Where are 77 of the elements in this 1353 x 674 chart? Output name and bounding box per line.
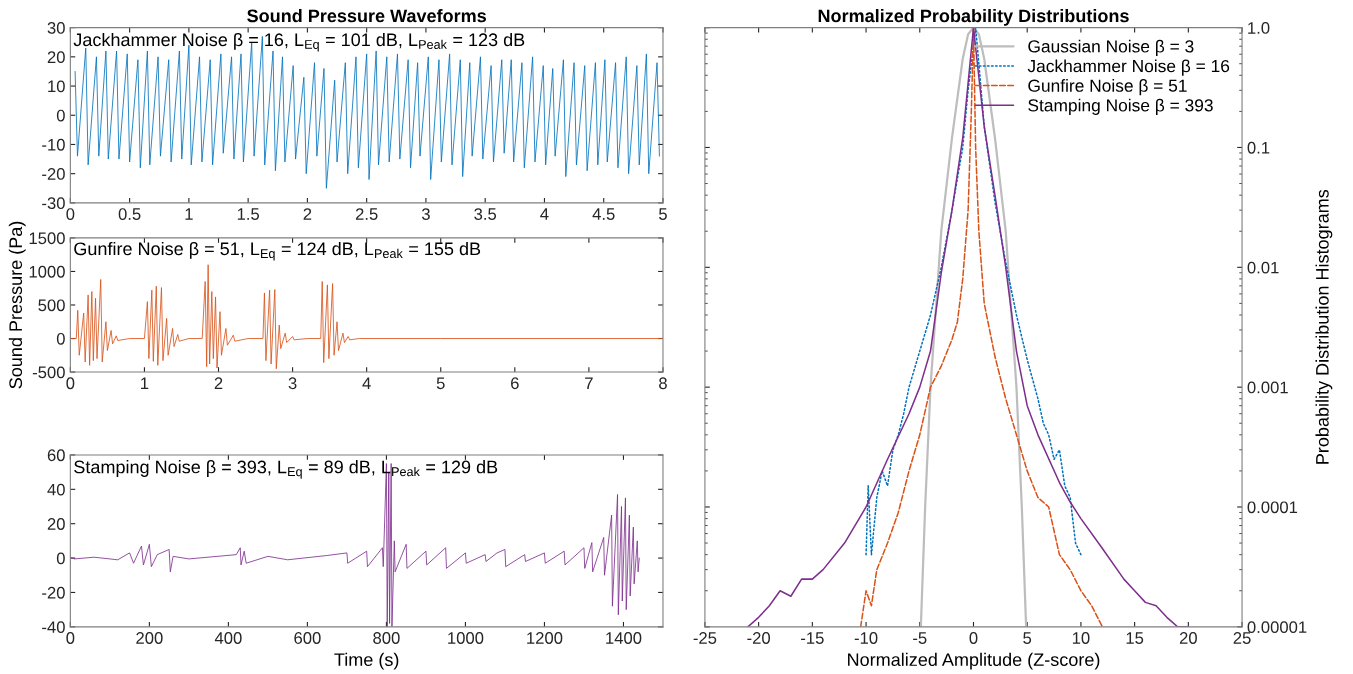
x-tick-label: -25	[693, 632, 717, 644]
x-tick-label: 5	[659, 208, 667, 220]
x-tick-label: 1	[141, 377, 149, 389]
chart-title: Normalized Probability Distributions	[818, 8, 1129, 26]
y-tick-label: 20	[47, 51, 65, 64]
y-tick-label: 0	[56, 332, 65, 345]
y-tick-label: 1000	[29, 265, 65, 278]
annotation: Jackhammer Noise β = 16, L$_{Eq}$ = 101 dB, L$_{Peak}$ = 123 dB	[73, 32, 525, 52]
x-tick-label: 0	[66, 377, 75, 390]
y-tick-label: 0.001	[1247, 381, 1288, 394]
y-tick-label: -10	[42, 138, 65, 151]
x-tick-label: 3.5	[474, 208, 497, 220]
x-tick-label: 0.5	[118, 208, 141, 220]
y-tick-label: 30	[47, 22, 65, 34]
x-tick-label: 0	[969, 632, 978, 644]
y-tick-label: 0.00001	[1247, 621, 1307, 634]
x-tick-label: 0	[66, 632, 75, 644]
x-tick-label: 2.5	[355, 208, 378, 220]
line-series	[919, 27, 1028, 627]
y-tick-label: -40	[42, 621, 65, 634]
y-tick-label: 0	[56, 552, 65, 565]
x-tick-label: 4	[540, 208, 549, 220]
x-tick-label: 7	[585, 377, 593, 389]
x-tick-label: 600	[294, 632, 321, 644]
legend-label: Gaussian Noise β = 3	[1028, 39, 1194, 56]
x-tick-label: -10	[854, 632, 878, 644]
x-tick-label: 10	[1072, 632, 1090, 644]
x-tick-label: 0	[66, 208, 75, 220]
y-axis-title: Probability Distribution Histograms	[1315, 189, 1333, 464]
line-series	[74, 35, 660, 189]
x-tick-label: -15	[801, 632, 824, 644]
legend-label: Gunfire Noise β = 51	[1028, 79, 1187, 96]
x-tick-label: 2	[303, 208, 312, 220]
x-tick-label: 4.5	[592, 208, 615, 220]
x-tick-label: 800	[373, 632, 400, 644]
x-tick-label: 4	[362, 377, 371, 389]
x-tick-label: 400	[214, 632, 242, 644]
x-tick-label: -5	[913, 632, 927, 644]
x-tick-label: 5	[1023, 632, 1032, 644]
y-tick-label: 0.01	[1247, 261, 1279, 274]
x-tick-label: 25	[1233, 632, 1251, 644]
x-tick-label: 5	[436, 377, 445, 390]
x-tick-label: 1000	[448, 632, 484, 644]
x-tick-label: 6	[511, 377, 519, 390]
y-tick-label: 500	[38, 299, 65, 312]
legend-label: Stamping Noise β = 393	[1028, 98, 1213, 115]
x-tick-label: 1.5	[237, 208, 260, 220]
y-tick-label: 1.0	[1248, 22, 1270, 34]
y-tick-label: 10	[48, 80, 65, 93]
x-tick-label: 15	[1126, 632, 1144, 644]
annotation: Gunfire Noise β = 51, L$_{Eq}$ = 124 dB, L$_{Peak}$ = 155 dB	[74, 241, 481, 261]
y-tick-label: -500	[32, 366, 65, 379]
legend-label: Jackhammer Noise β = 16	[1027, 59, 1230, 76]
x-axis-title: Time (s)	[334, 652, 399, 670]
y-tick-label: 0.1	[1247, 141, 1270, 154]
x-tick-label: 200	[136, 632, 163, 644]
x-tick-label: 8	[659, 377, 667, 390]
x-tick-label: 1200	[527, 632, 563, 644]
y-tick-label: -20	[42, 586, 65, 599]
x-axis-title: Normalized Amplitude (Z-score)	[848, 652, 1100, 670]
x-tick-label: 20	[1179, 632, 1197, 644]
x-tick-label: 2	[214, 377, 223, 389]
y-tick-label: -20	[42, 168, 65, 180]
y-tick-label: 0	[56, 109, 65, 122]
x-tick-label: 1	[185, 208, 193, 220]
y-tick-label: 20	[47, 518, 65, 530]
x-tick-label: 3	[288, 377, 297, 390]
y-tick-label: 1500	[29, 232, 65, 245]
chart-title: Sound Pressure Waveforms	[247, 8, 486, 23]
y-axis-title: Sound Pressure (Pa)	[8, 221, 26, 389]
y-tick-label: 60	[47, 449, 65, 462]
y-tick-label: 0.0001	[1247, 501, 1298, 514]
x-tick-label: 3	[421, 208, 430, 220]
x-tick-label: -20	[747, 632, 771, 644]
y-tick-label: -30	[42, 197, 65, 210]
y-tick-label: 40	[47, 483, 65, 496]
x-tick-label: 1400	[606, 632, 642, 644]
